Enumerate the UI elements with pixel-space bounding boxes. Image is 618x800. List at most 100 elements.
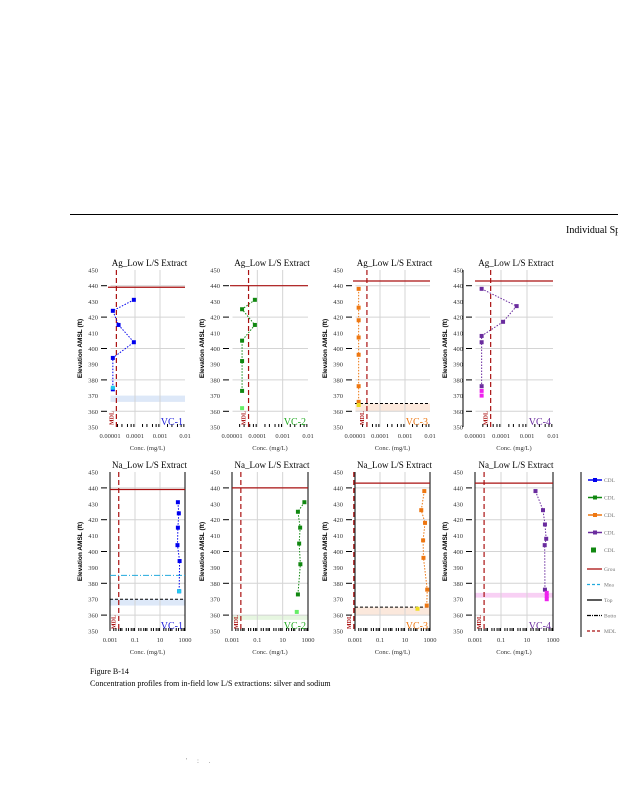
y-tick-label: 450 <box>88 268 98 275</box>
y-tick-label: 430 <box>333 299 343 306</box>
y-tick-label: 380 <box>210 377 220 384</box>
y-tick-label: 440 <box>453 485 463 492</box>
chart-panel-1: 350 360 370 380 390 400 410 420 430 440 450 0.00001… <box>77 258 191 452</box>
x-tick-label: 0.00001 <box>464 433 485 440</box>
x-axis-label: Conc. (mg/L) <box>496 649 531 656</box>
y-axis-label: Elevation AMSL (ft) <box>77 319 84 378</box>
chart-title: Na_Low L/S Extract <box>479 460 554 470</box>
data-point <box>542 522 547 527</box>
x-tick-label: 0.1 <box>131 637 139 644</box>
data-point <box>356 399 361 404</box>
x-tick-label: 0.1 <box>497 637 505 644</box>
data-point <box>479 333 484 338</box>
y-tick-label: 390 <box>453 565 463 572</box>
mdl-label: MDL <box>112 615 118 629</box>
chart-title: Ag_Low L/S Extract <box>478 258 554 268</box>
legend-item: CDL <box>588 478 616 484</box>
x-tick-label: 0.001 <box>398 433 413 440</box>
screen-interval-band <box>110 395 185 402</box>
data-point-highlight <box>415 606 420 611</box>
x-axis-label: Conc. (mg/L) <box>375 445 410 452</box>
legend-label: Botto <box>604 614 616 620</box>
y-tick-label: 360 <box>210 409 220 416</box>
data-point <box>131 297 136 302</box>
y-tick-label: 400 <box>453 549 463 556</box>
y-tick-label: 350 <box>453 425 463 432</box>
x-tick-label: 0.0001 <box>248 433 266 440</box>
x-tick-label: 0.00001 <box>221 433 242 440</box>
y-tick-label: 410 <box>88 533 98 540</box>
y-axis-label: Elevation AMSL (ft) <box>199 522 206 581</box>
y-tick-label: 390 <box>210 565 220 572</box>
y-tick-label: 400 <box>453 346 463 353</box>
x-tick-label: 0.0001 <box>126 433 144 440</box>
y-tick-label: 420 <box>453 315 463 322</box>
x-axis-label: Conc. (mg/L) <box>252 649 287 656</box>
data-point-highlight <box>110 385 115 390</box>
mdl-label: MDL <box>477 615 483 629</box>
y-tick-label: 440 <box>210 283 220 290</box>
x-tick-label: 0.001 <box>225 637 240 644</box>
data-point <box>479 286 484 291</box>
x-tick-label: 1000 <box>302 637 315 644</box>
legend-marker <box>591 547 596 553</box>
y-axis-label: Elevation AMSL (ft) <box>442 522 449 581</box>
legend-item: MDL <box>587 629 617 635</box>
x-tick-label: 1000 <box>547 637 560 644</box>
data-point <box>240 359 245 364</box>
concentration-profile-line <box>297 501 305 595</box>
data-point <box>533 489 538 494</box>
data-point <box>542 543 547 548</box>
data-point <box>110 308 115 313</box>
legend-item: Grou <box>587 567 616 573</box>
data-point <box>175 543 180 548</box>
mdl-label: MDL <box>242 411 248 425</box>
mdl-label: MDL <box>347 615 353 629</box>
x-tick-label: 10 <box>157 637 164 644</box>
site-label: VC-4 <box>529 621 551 632</box>
data-point <box>302 500 307 505</box>
legend: CDL CDL CDL CDL CDL Grou Mea Top Botto MDL <box>580 472 617 637</box>
x-tick-label: 0.001 <box>103 637 118 644</box>
y-tick-label: 430 <box>210 299 220 306</box>
x-tick-label: 0.01 <box>302 433 313 440</box>
data-point <box>419 508 424 513</box>
y-tick-label: 360 <box>88 613 98 620</box>
chart-panel-8: 350 360 370 380 390 400 410 420 430 440 450 0.001 0.… <box>442 460 560 656</box>
y-tick-label: 370 <box>210 393 220 400</box>
y-tick-label: 360 <box>88 409 98 416</box>
y-tick-label: 450 <box>333 268 343 275</box>
site-label: VC-3 <box>406 417 428 428</box>
y-tick-label: 350 <box>453 629 463 636</box>
x-tick-label: 1000 <box>424 637 437 644</box>
data-point <box>501 319 506 324</box>
chart-title: Ag_Low L/S Extract <box>112 258 188 268</box>
screen-interval-band <box>110 599 185 606</box>
chart-panel-4: 350 360 370 380 390 400 410 420 430 440 450 0.00001… <box>442 258 559 452</box>
y-tick-label: 350 <box>210 629 220 636</box>
site-label: VC-1 <box>161 621 183 632</box>
y-tick-label: 360 <box>453 409 463 416</box>
y-tick-label: 420 <box>333 315 343 322</box>
legend-marker <box>593 478 597 482</box>
data-point <box>544 536 549 541</box>
y-tick-label: 380 <box>210 581 220 588</box>
data-point <box>421 555 426 560</box>
data-point <box>252 322 257 327</box>
legend-label: Top <box>604 598 613 604</box>
figure-number: Figure B-14 <box>90 667 129 676</box>
mdl-label: MDL <box>484 411 490 425</box>
y-tick-label: 450 <box>210 470 220 477</box>
chart-title: Na_Low L/S Extract <box>357 460 432 470</box>
x-tick-label: 0.001 <box>468 637 483 644</box>
legend-marker <box>593 513 597 517</box>
data-point <box>175 525 180 530</box>
screen-interval-band <box>355 607 430 616</box>
y-tick-label: 410 <box>333 330 343 337</box>
x-tick-label: 10 <box>279 637 286 644</box>
legend-item: Top <box>587 598 613 604</box>
footer-marks: ' : . <box>186 757 215 765</box>
y-tick-label: 390 <box>453 362 463 369</box>
chart-panel-7: 350 360 370 380 390 400 410 420 430 440 450 0.001 0.… <box>322 460 437 656</box>
